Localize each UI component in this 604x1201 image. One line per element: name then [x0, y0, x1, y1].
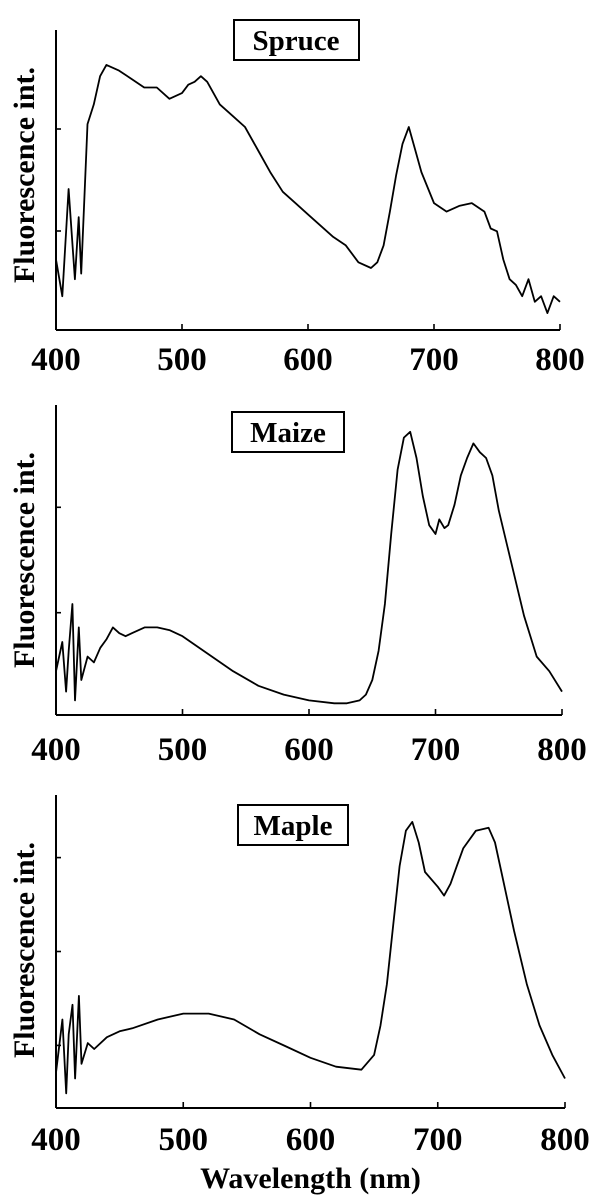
x-tick-label-maple: 800	[540, 1122, 590, 1158]
panel-title-box-maize	[231, 411, 345, 453]
panel-title-spruce: Spruce	[253, 25, 340, 57]
panel-maize: 400 500 600 700 800 Fluorescence int. Maize	[8, 405, 587, 768]
spectrum-line-spruce	[55, 64, 561, 314]
panel-maple: 400 500 600 700 800 Fluorescence int. Maple Wav…	[8, 795, 590, 1195]
x-tick-label-spruce: 400	[31, 342, 81, 378]
y-axis-title-spruce: Fluorescence int.	[8, 67, 41, 283]
x-tick-label-spruce: 700	[409, 342, 459, 378]
x-tick-label-maize: 700	[411, 732, 461, 768]
x-tick-label-spruce: 800	[535, 342, 585, 378]
x-tick-label-maple: 400	[31, 1122, 81, 1158]
x-tick-label-maple: 500	[159, 1122, 209, 1158]
x-tick-label-spruce: 500	[157, 342, 207, 378]
panel-title-maple: Maple	[254, 810, 333, 842]
y-axis-title-maple: Fluorescence int.	[8, 842, 41, 1058]
x-axis-title: Wavelength (nm)	[200, 1162, 421, 1195]
x-tick-label-maize: 800	[537, 732, 587, 768]
spectrum-line-maize	[55, 430, 563, 705]
panel-spruce: 400 500 600 700 800 Fluorescence int. Spruce	[8, 19, 585, 378]
x-tick-label-spruce: 600	[283, 342, 333, 378]
panel-title-box-spruce	[233, 19, 360, 61]
x-tick-label-maple: 700	[413, 1122, 463, 1158]
y-axis-title-maize: Fluorescence int.	[8, 452, 41, 668]
x-tick-label-maize: 600	[284, 732, 334, 768]
x-tick-label-maize: 500	[158, 732, 208, 768]
panel-title-maize: Maize	[250, 417, 326, 449]
x-tick-label-maize: 400	[31, 732, 81, 768]
panel-title-box-maple	[237, 804, 349, 846]
x-tick-label-maple: 600	[286, 1122, 336, 1158]
spectrum-line-maple	[55, 821, 566, 1095]
